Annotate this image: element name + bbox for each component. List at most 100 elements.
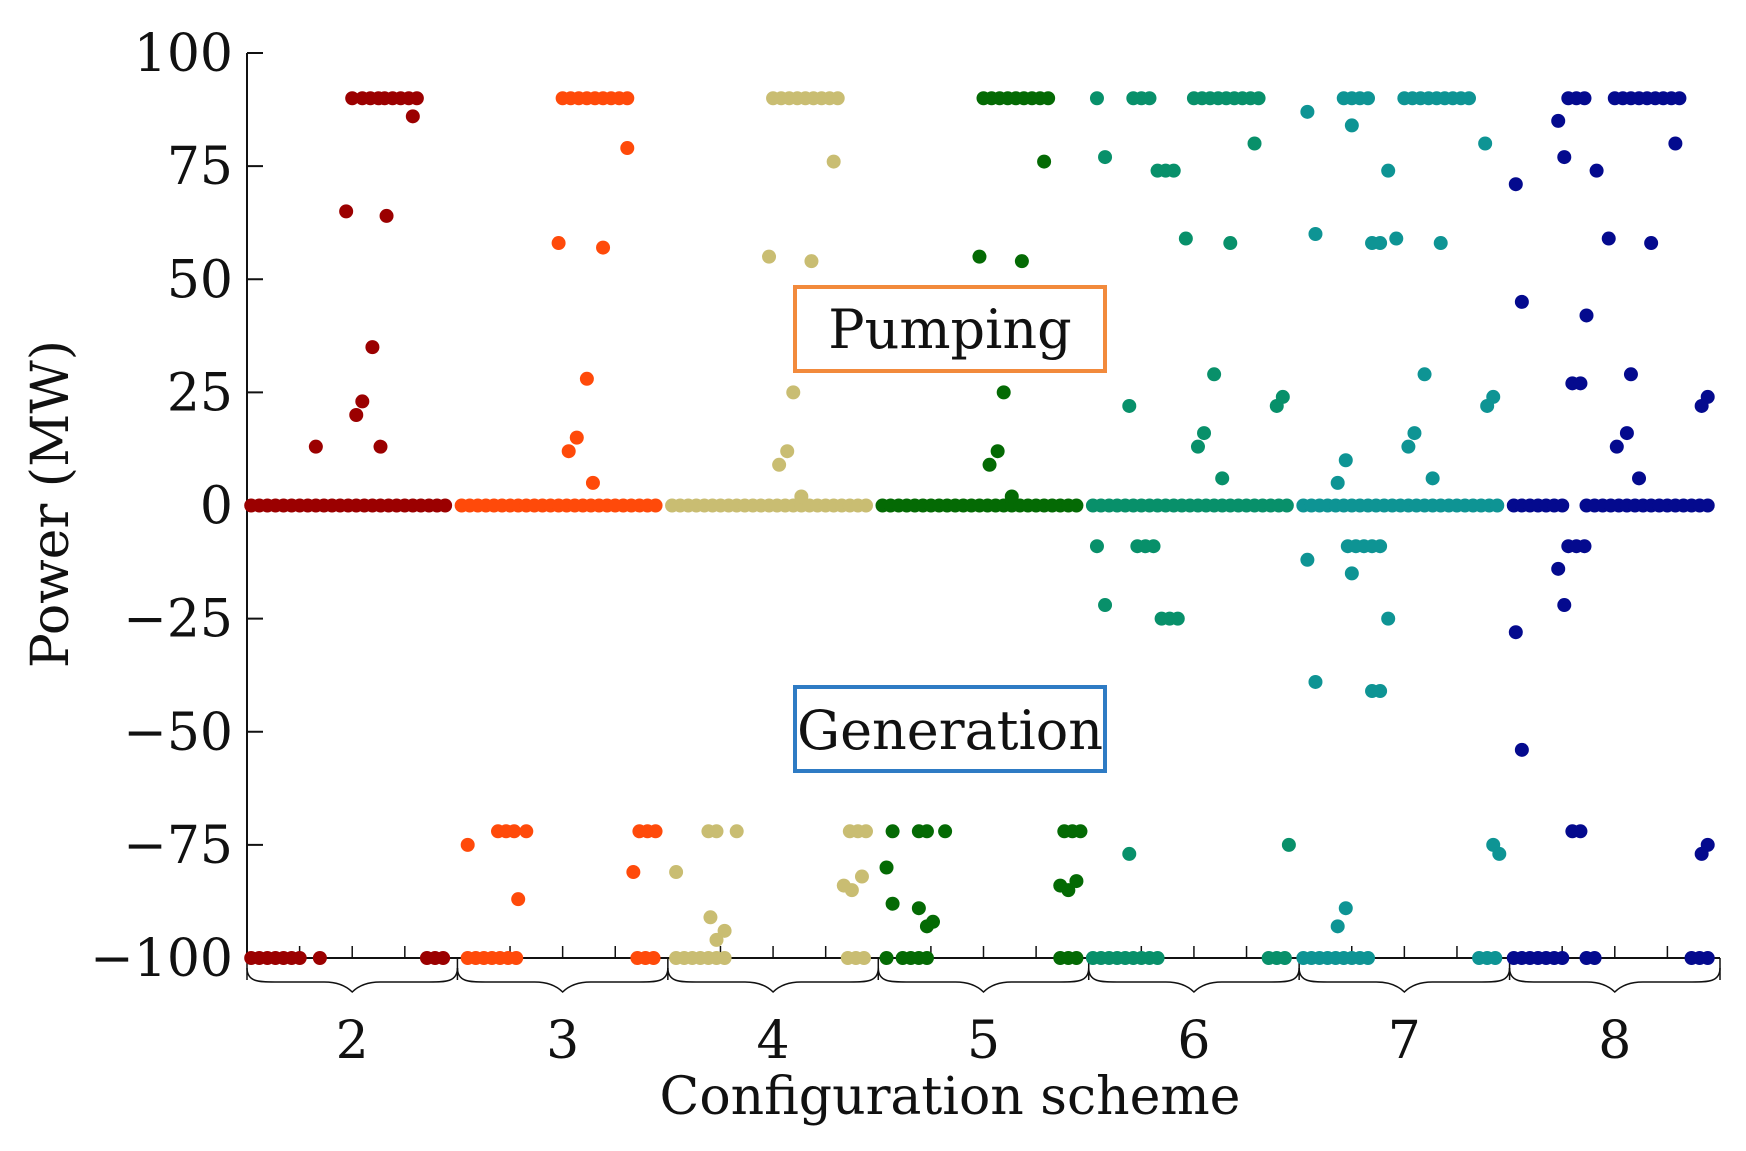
data-point <box>1700 498 1715 513</box>
data-point <box>1514 294 1529 309</box>
data-point <box>1573 376 1588 391</box>
y-tick-label: 75 <box>167 137 233 197</box>
data-point <box>585 475 600 490</box>
data-point <box>1089 91 1104 106</box>
data-point <box>1417 367 1432 382</box>
data-point <box>507 824 522 839</box>
data-point <box>729 824 744 839</box>
x-category-label: 4 <box>757 1011 790 1071</box>
data-point <box>925 914 940 929</box>
x-category-label: 5 <box>967 1011 1000 1071</box>
data-point <box>938 824 953 839</box>
y-tick-label: −25 <box>123 590 233 650</box>
data-point <box>1037 154 1052 169</box>
data-point <box>1166 163 1181 178</box>
annotation-box <box>793 285 1107 373</box>
data-point <box>1146 539 1161 554</box>
annotation-label: Generation <box>797 699 1103 762</box>
data-point <box>308 439 323 454</box>
data-point <box>569 430 584 445</box>
data-point <box>703 910 718 925</box>
data-point <box>1373 684 1388 699</box>
data-point <box>1360 951 1375 965</box>
data-point <box>1589 163 1604 178</box>
data-point <box>1587 951 1602 965</box>
data-point <box>1381 611 1396 626</box>
data-point <box>620 91 635 106</box>
data-point <box>1577 539 1592 554</box>
data-point <box>1601 231 1616 246</box>
data-point <box>1170 611 1185 626</box>
data-point <box>1632 471 1647 486</box>
data-point <box>1122 398 1137 413</box>
data-point <box>1373 236 1388 251</box>
group-brace <box>877 967 1090 994</box>
data-point <box>990 444 1005 459</box>
data-point <box>379 208 394 223</box>
data-point <box>1069 874 1084 889</box>
data-point <box>879 951 894 965</box>
data-point <box>1069 498 1084 513</box>
data-point <box>1381 163 1396 178</box>
data-point <box>1223 236 1238 251</box>
data-point <box>919 824 934 839</box>
data-point <box>879 860 894 875</box>
data-point <box>911 901 926 916</box>
y-tick-label: −100 <box>90 929 233 989</box>
data-point <box>1573 824 1588 839</box>
data-point <box>1215 471 1230 486</box>
data-point <box>405 109 420 124</box>
data-point <box>373 439 388 454</box>
data-point <box>1619 426 1634 441</box>
data-point <box>669 865 684 880</box>
x-axis-title: Configuration scheme <box>660 1067 1241 1127</box>
data-point <box>1338 901 1353 916</box>
data-point <box>709 932 724 947</box>
data-point <box>1308 674 1323 689</box>
data-point <box>772 457 787 472</box>
data-point <box>579 371 594 386</box>
data-point <box>1014 254 1029 269</box>
data-point <box>345 91 360 106</box>
data-point <box>1557 598 1572 613</box>
y-tick-label: 100 <box>134 24 233 84</box>
data-point <box>436 951 451 965</box>
data-point <box>626 865 641 880</box>
data-point <box>1700 951 1715 965</box>
data-point <box>365 340 380 355</box>
y-tick-label: −50 <box>123 703 233 763</box>
data-point <box>1401 439 1416 454</box>
group-brace <box>1298 967 1511 994</box>
x-category-label: 8 <box>1598 1011 1631 1071</box>
data-point <box>1281 837 1296 852</box>
data-point <box>1557 150 1572 165</box>
data-point <box>1672 91 1687 106</box>
data-point <box>1122 846 1137 861</box>
y-tick-label: 0 <box>200 477 233 537</box>
data-point <box>826 154 841 169</box>
data-point <box>596 240 611 255</box>
data-point <box>1344 118 1359 133</box>
data-point <box>1330 919 1345 934</box>
y-axis: 100 75 50 25 0 −25 −50 −75 −100 <box>90 24 263 989</box>
data-point <box>856 951 871 965</box>
data-point <box>1247 136 1262 151</box>
data-point <box>1668 136 1683 151</box>
data-point <box>1551 561 1566 576</box>
y-tick-label: 50 <box>167 250 233 310</box>
data-point <box>786 385 801 400</box>
data-point <box>1069 951 1084 965</box>
data-point <box>1433 236 1448 251</box>
data-point <box>709 824 724 839</box>
data-point <box>972 249 987 264</box>
data-point <box>460 837 475 852</box>
data-point <box>1073 824 1088 839</box>
data-point <box>509 951 524 965</box>
annotation-label: Pumping <box>828 298 1072 361</box>
data-point <box>717 951 732 965</box>
data-point <box>1300 552 1315 567</box>
group-brace <box>246 967 459 994</box>
group-brace <box>456 967 669 994</box>
data-point <box>1478 136 1493 151</box>
